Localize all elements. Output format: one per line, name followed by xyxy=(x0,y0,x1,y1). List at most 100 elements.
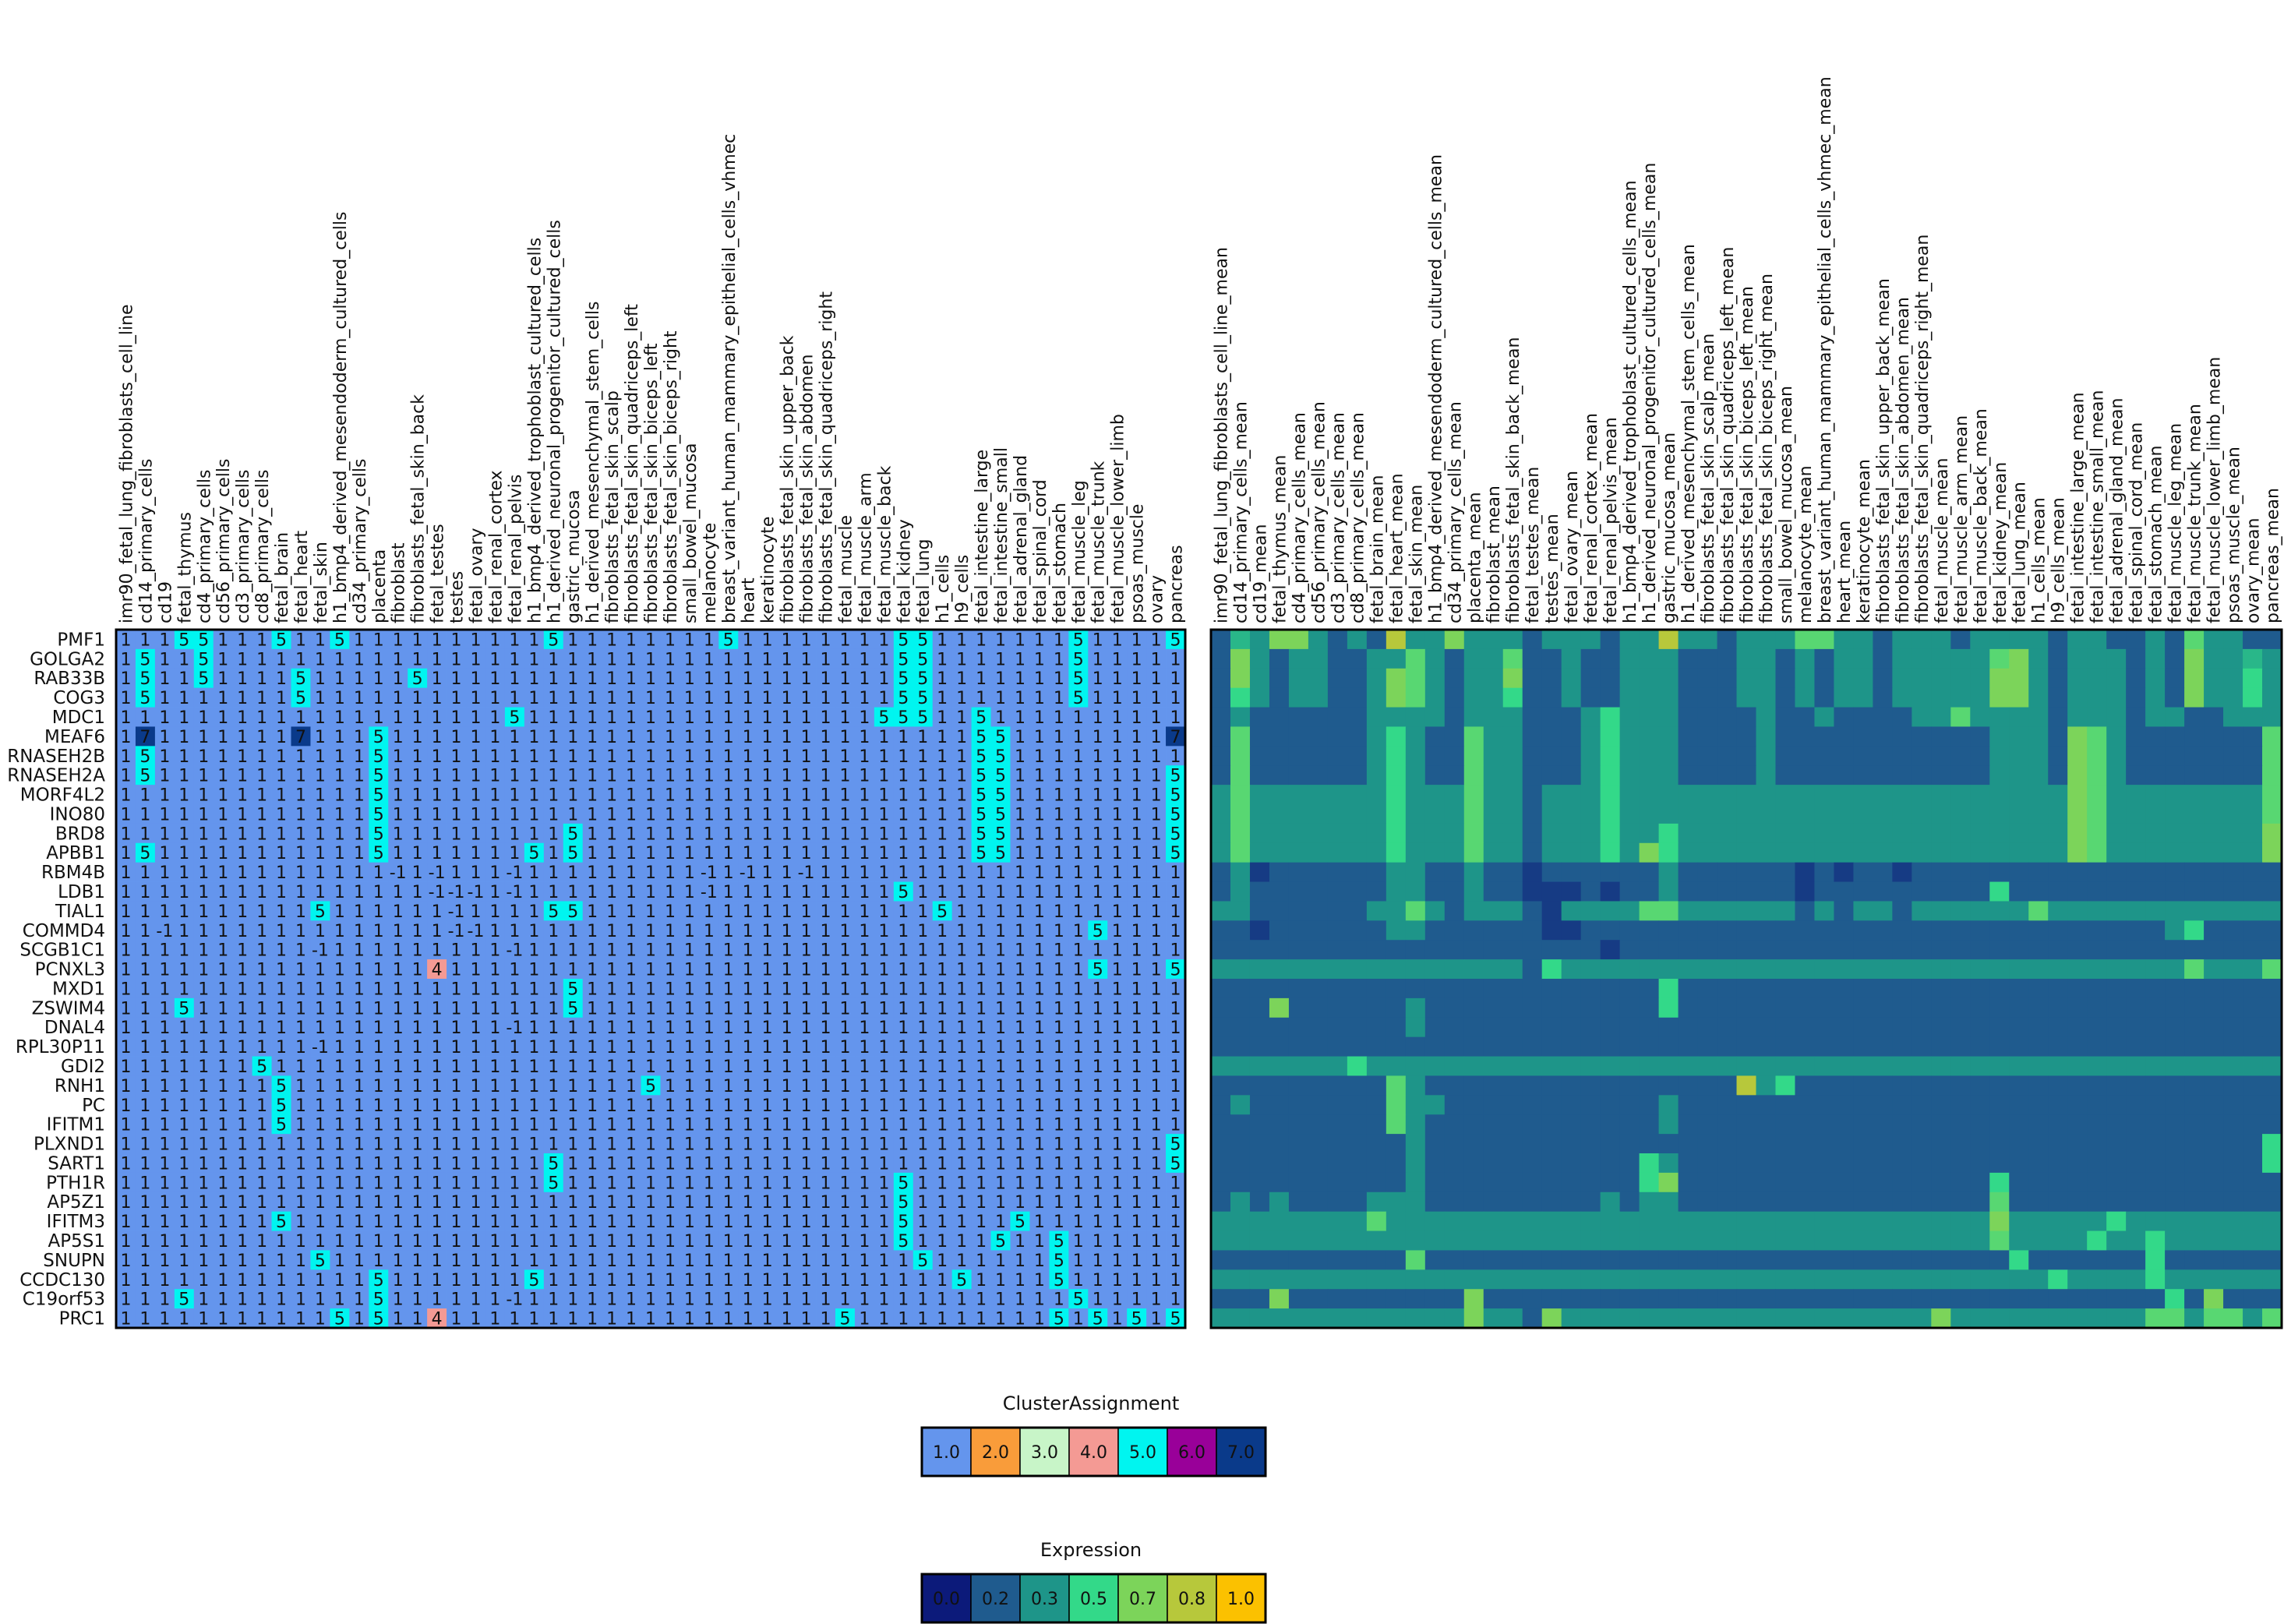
cluster-cell-label: 1 xyxy=(859,728,870,747)
row-label-rpl30p11: RPL30P11 xyxy=(16,1037,105,1057)
cluster-cell-label: 5 xyxy=(1054,1232,1064,1252)
cluster-cell-label: 5 xyxy=(198,650,209,669)
expression-cell xyxy=(1424,862,1446,883)
expression-cell xyxy=(1541,823,1562,844)
cluster-cell-label: 1 xyxy=(120,1077,131,1096)
cluster-cell-label: 1 xyxy=(626,747,637,767)
cluster-cell xyxy=(271,648,291,669)
expression-cell xyxy=(1386,726,1407,747)
expression-cell xyxy=(1405,630,1426,650)
cluster-cell-label: 1 xyxy=(334,1057,345,1077)
cluster-cell-label: 1 xyxy=(1034,728,1045,747)
cluster-cell-label: 1 xyxy=(198,980,209,999)
cluster-cell-label: 1 xyxy=(859,1271,870,1290)
expression-cell xyxy=(2262,920,2282,941)
cluster-cell-label: 1 xyxy=(1131,922,1142,941)
expression-cell xyxy=(2184,862,2205,883)
expression-cell xyxy=(1931,746,1951,766)
expression-cell xyxy=(1873,707,1893,727)
cluster-cell-label: 1 xyxy=(139,805,150,824)
cluster-cell-label: 1 xyxy=(548,1116,559,1135)
cluster-cell-label: 1 xyxy=(1034,999,1045,1019)
cluster-cell-label: 1 xyxy=(509,1271,520,1290)
expression-cell xyxy=(1541,881,1562,902)
column-label-fetal-stomach-mean: fetal_stomach_mean xyxy=(2147,446,2166,623)
cluster-cell-label: 1 xyxy=(937,1213,948,1232)
cluster-cell xyxy=(252,687,272,708)
cluster-cell-label: 1 xyxy=(665,999,676,1019)
cluster-cell-label: 1 xyxy=(762,728,773,747)
cluster-cell-label: 1 xyxy=(606,1213,617,1232)
cluster-cell-label: 1 xyxy=(198,767,209,786)
cluster-cell-label: 1 xyxy=(178,824,189,844)
cluster-cell-label: 1 xyxy=(412,1290,423,1310)
cluster-cell-label: 1 xyxy=(432,1213,443,1232)
cluster-cell-label: 1 xyxy=(606,961,617,980)
expression-cell xyxy=(1327,823,1348,844)
expression-cell xyxy=(1211,746,1231,766)
column-label-testes: testes xyxy=(448,571,468,623)
cluster-cell-label: 1 xyxy=(315,767,326,786)
cluster-cell-label: 1 xyxy=(1151,767,1162,786)
cluster-cell-label: 1 xyxy=(159,824,170,844)
expression-cell xyxy=(1717,920,1738,941)
expression-cell xyxy=(2243,630,2263,650)
cluster-cell-label: 1 xyxy=(956,669,967,689)
cluster-cell-label: 1 xyxy=(1151,1213,1162,1232)
cluster-cell xyxy=(777,630,797,650)
cluster-cell-label: 1 xyxy=(334,1096,345,1116)
column-label-cd34-primary-cells-mean: cd34_primary_cells_mean xyxy=(1446,401,1465,623)
row-label-golga2: GOLGA2 xyxy=(30,649,105,669)
cluster-cell-label: 1 xyxy=(878,863,889,883)
cluster-cell-label: 1 xyxy=(801,883,812,902)
cluster-cell-label: 1 xyxy=(178,689,189,708)
cluster-cell-label: 1 xyxy=(665,844,676,863)
cluster-cell-label: 1 xyxy=(839,1096,850,1116)
expression-cell xyxy=(1230,823,1251,844)
cluster-cell-label: 1 xyxy=(878,922,889,941)
expression-cell xyxy=(1600,668,1621,689)
cluster-cell-label: 1 xyxy=(937,728,948,747)
cluster-cell-label: 1 xyxy=(626,786,637,806)
expression-cell xyxy=(1541,707,1562,727)
cluster-cell-label: 1 xyxy=(276,883,287,902)
cluster-cell-label: 1 xyxy=(567,941,578,961)
expression-cell xyxy=(1970,823,1990,844)
cluster-cell xyxy=(854,648,875,669)
cluster-cell-label: 1 xyxy=(451,689,462,708)
cluster-cell-label: 5 xyxy=(548,1154,559,1174)
cluster-cell-label: 1 xyxy=(528,708,539,728)
cluster-cell-label: 1 xyxy=(587,786,598,806)
cluster-cell xyxy=(621,726,641,747)
cluster-cell xyxy=(330,746,350,766)
cluster-cell-label: 1 xyxy=(917,805,928,824)
cluster-cell-label: 1 xyxy=(1151,999,1162,1019)
cluster-cell-label: 1 xyxy=(315,747,326,767)
cluster-cell-label: 1 xyxy=(354,689,365,708)
cluster-cell-label: 1 xyxy=(373,902,384,922)
expression-cell xyxy=(2087,862,2107,883)
cluster-cell-label: 4 xyxy=(432,961,443,980)
cluster-cell-label: 1 xyxy=(528,1310,539,1329)
cluster-cell-label: 1 xyxy=(839,961,850,980)
cluster-cell-label: 1 xyxy=(567,630,578,650)
cluster-cell-label: -1 xyxy=(390,863,407,883)
expression-cell xyxy=(2223,687,2243,708)
column-label-fetal-intestine-large-mean: fetal_intestine_large_mean xyxy=(2069,392,2088,623)
cluster-cell xyxy=(757,726,778,747)
cluster-cell-label: 1 xyxy=(373,1057,384,1077)
cluster-cell-label: 1 xyxy=(159,1038,170,1057)
cluster-cell-label: 1 xyxy=(178,747,189,767)
column-label-fetal-kidney: fetal_kidney xyxy=(895,519,914,623)
cluster-cell-label: 1 xyxy=(587,708,598,728)
cluster-cell-label: 1 xyxy=(334,1213,345,1232)
expression-cell xyxy=(2126,901,2146,921)
cluster-cell xyxy=(874,746,895,766)
cluster-cell xyxy=(777,707,797,727)
expression-cell xyxy=(1950,765,1971,786)
cluster-cell-label: 1 xyxy=(198,747,209,767)
cluster-cell-label: 1 xyxy=(645,1213,656,1232)
expression-cell xyxy=(2126,746,2146,766)
cluster-cell-label: 1 xyxy=(217,844,228,863)
cluster-cell-label: 1 xyxy=(237,1116,248,1135)
